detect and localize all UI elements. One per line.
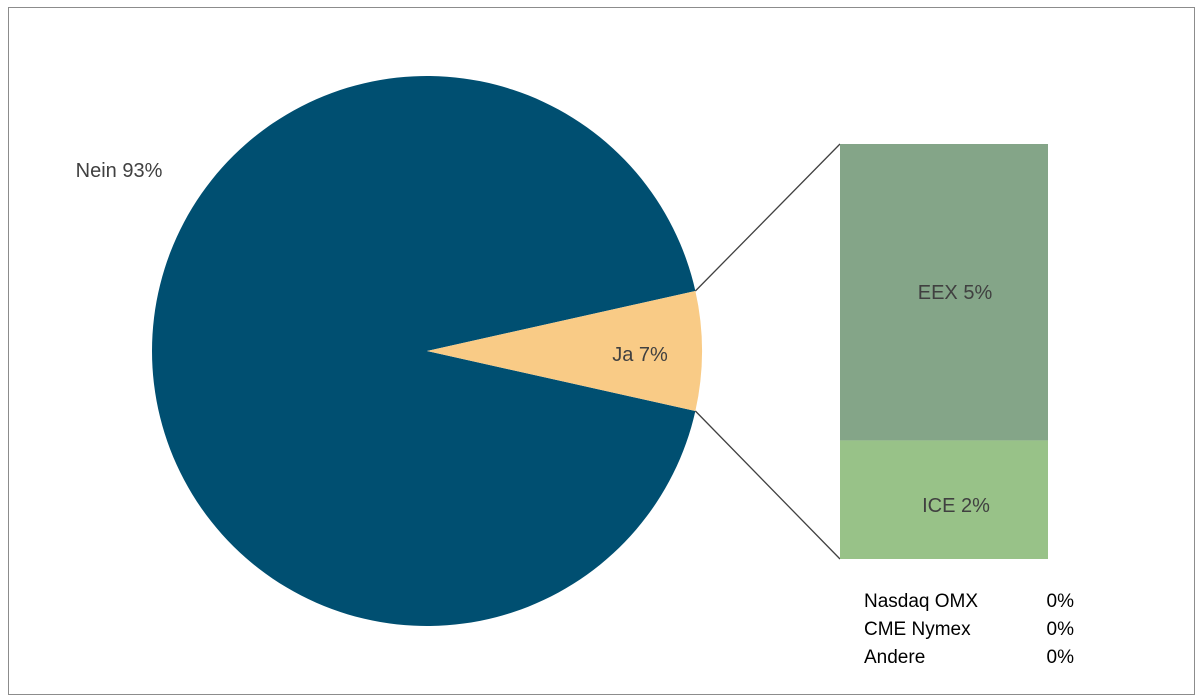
data-label-ja: Ja 7% [612,344,668,366]
zero-item-label: CME Nymex [864,619,971,640]
zero-item-label: Nasdaq OMX [864,591,978,612]
pie-slice-nein [152,75,696,626]
zero-item-value: 0% [1047,647,1075,668]
bar-segment-eex [840,144,1048,441]
zero-item-value: 0% [1047,619,1075,640]
pie-slice-ja [427,291,703,411]
bar-segment-ice [840,440,1048,559]
zero-items-list: Nasdaq OMX 0% CME Nymex 0% Andere 0% [864,591,1074,668]
zero-item-label: Andere [864,647,925,668]
connector-line-top [694,143,841,292]
zero-item-value: 0% [1047,591,1075,612]
data-label-eex: EEX 5% [918,282,993,304]
data-label-ice: ICE 2% [922,495,990,517]
data-label-nein: Nein 93% [76,160,163,182]
connector-line-bottom [694,410,841,560]
